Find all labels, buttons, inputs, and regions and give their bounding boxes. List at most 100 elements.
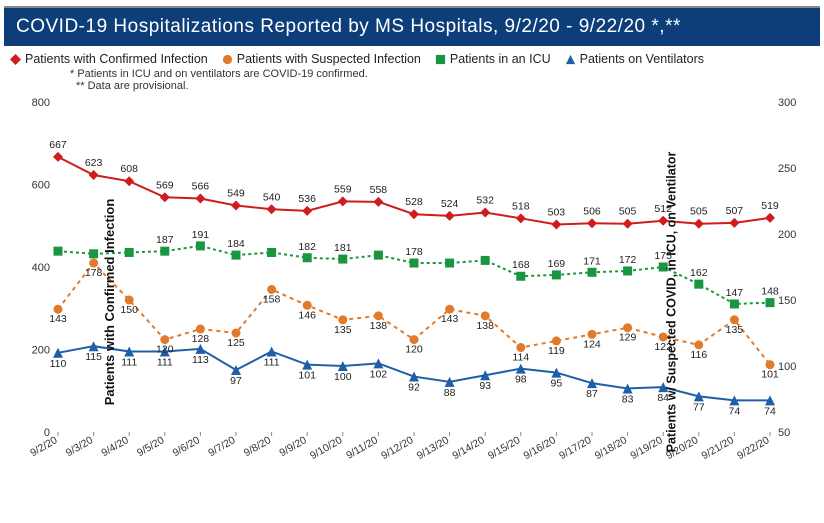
svg-text:143: 143 <box>441 313 459 325</box>
svg-text:600: 600 <box>32 180 50 192</box>
svg-text:120: 120 <box>405 344 423 356</box>
svg-text:9/22/20: 9/22/20 <box>735 434 771 462</box>
legend: Patients with Confirmed Infection Patien… <box>0 46 824 68</box>
svg-text:9/16/20: 9/16/20 <box>522 434 558 462</box>
svg-text:119: 119 <box>548 345 565 357</box>
svg-text:558: 558 <box>370 184 388 196</box>
svg-text:191: 191 <box>192 229 210 241</box>
svg-text:250: 250 <box>778 163 796 175</box>
svg-text:148: 148 <box>761 286 779 298</box>
svg-text:116: 116 <box>690 349 707 361</box>
svg-text:50: 50 <box>778 427 790 439</box>
svg-text:524: 524 <box>441 198 459 210</box>
svg-text:135: 135 <box>334 324 352 336</box>
svg-text:519: 519 <box>761 200 779 212</box>
svg-text:150: 150 <box>778 295 796 307</box>
legend-label: Patients in an ICU <box>450 52 551 66</box>
svg-text:111: 111 <box>157 356 173 368</box>
svg-text:518: 518 <box>512 200 530 212</box>
svg-text:158: 158 <box>263 293 281 305</box>
svg-text:110: 110 <box>50 358 67 370</box>
svg-text:129: 129 <box>619 332 637 344</box>
svg-text:162: 162 <box>690 267 708 279</box>
svg-text:128: 128 <box>192 333 210 345</box>
svg-text:111: 111 <box>121 356 137 368</box>
svg-text:507: 507 <box>726 205 744 217</box>
svg-text:95: 95 <box>551 378 563 390</box>
svg-text:559: 559 <box>334 183 352 195</box>
svg-text:182: 182 <box>298 241 316 253</box>
svg-text:540: 540 <box>263 191 281 203</box>
svg-text:623: 623 <box>85 157 103 169</box>
legend-label: Patients with Suspected Infection <box>237 52 421 66</box>
svg-text:528: 528 <box>405 196 423 208</box>
svg-text:503: 503 <box>548 207 566 219</box>
svg-text:93: 93 <box>479 380 491 392</box>
footnote-2: ** Data are provisional. <box>0 80 824 92</box>
svg-text:9/17/20: 9/17/20 <box>557 434 593 462</box>
svg-text:100: 100 <box>778 361 796 373</box>
svg-text:9/13/20: 9/13/20 <box>415 434 451 462</box>
svg-text:505: 505 <box>690 206 708 218</box>
svg-text:97: 97 <box>230 375 242 387</box>
chart: Patients with Confirmed Infection Patien… <box>0 92 824 512</box>
svg-text:569: 569 <box>156 179 174 191</box>
svg-text:83: 83 <box>622 393 634 405</box>
svg-text:113: 113 <box>192 354 209 366</box>
svg-text:88: 88 <box>444 387 456 399</box>
svg-text:168: 168 <box>512 259 530 271</box>
diamond-icon <box>10 54 21 65</box>
legend-confirmed: Patients with Confirmed Infection <box>10 52 208 66</box>
svg-text:120: 120 <box>156 344 174 356</box>
svg-text:200: 200 <box>32 345 50 357</box>
svg-text:184: 184 <box>227 238 245 250</box>
svg-text:172: 172 <box>619 254 637 266</box>
svg-text:549: 549 <box>227 188 245 200</box>
svg-text:135: 135 <box>726 324 744 336</box>
svg-text:87: 87 <box>586 388 598 400</box>
square-icon <box>435 54 446 65</box>
svg-text:505: 505 <box>619 206 637 218</box>
svg-text:800: 800 <box>32 97 50 109</box>
legend-label: Patients with Confirmed Infection <box>25 52 208 66</box>
svg-text:181: 181 <box>334 242 352 254</box>
svg-text:124: 124 <box>583 338 601 350</box>
svg-text:9/21/20: 9/21/20 <box>700 434 736 462</box>
svg-text:536: 536 <box>298 193 316 205</box>
svg-text:187: 187 <box>156 234 174 246</box>
svg-text:9/12/20: 9/12/20 <box>379 434 415 462</box>
svg-text:178: 178 <box>405 246 423 258</box>
legend-suspected: Patients with Suspected Infection <box>222 52 421 66</box>
svg-text:9/5/20: 9/5/20 <box>135 434 166 459</box>
svg-text:100: 100 <box>334 371 352 383</box>
svg-text:178: 178 <box>85 267 103 279</box>
svg-text:102: 102 <box>370 368 388 380</box>
svg-text:111: 111 <box>264 356 280 368</box>
svg-text:9/8/20: 9/8/20 <box>242 434 273 459</box>
circle-icon <box>222 54 233 65</box>
svg-text:9/6/20: 9/6/20 <box>171 434 202 459</box>
svg-text:9/11/20: 9/11/20 <box>344 434 380 462</box>
svg-text:114: 114 <box>512 352 529 364</box>
svg-text:146: 146 <box>298 309 316 321</box>
svg-text:98: 98 <box>515 374 527 386</box>
svg-text:150: 150 <box>120 304 138 316</box>
svg-text:506: 506 <box>583 205 601 217</box>
svg-text:608: 608 <box>120 163 138 175</box>
svg-text:566: 566 <box>192 181 210 193</box>
footnote-1: * Patients in ICU and on ventilators are… <box>0 68 824 80</box>
svg-text:200: 200 <box>778 229 796 241</box>
legend-label: Patients on Ventilators <box>580 52 704 66</box>
svg-text:147: 147 <box>726 287 744 299</box>
page-title: COVID-19 Hospitalizations Reported by MS… <box>4 6 820 46</box>
svg-text:115: 115 <box>85 351 102 363</box>
triangle-icon <box>565 54 576 65</box>
svg-text:9/15/20: 9/15/20 <box>486 434 522 462</box>
svg-text:9/7/20: 9/7/20 <box>206 434 237 459</box>
svg-text:532: 532 <box>476 195 494 207</box>
svg-text:300: 300 <box>778 97 796 109</box>
svg-text:9/9/20: 9/9/20 <box>277 434 308 459</box>
svg-text:9/10/20: 9/10/20 <box>308 434 344 462</box>
svg-text:101: 101 <box>298 370 316 382</box>
svg-text:9/18/20: 9/18/20 <box>593 434 629 462</box>
